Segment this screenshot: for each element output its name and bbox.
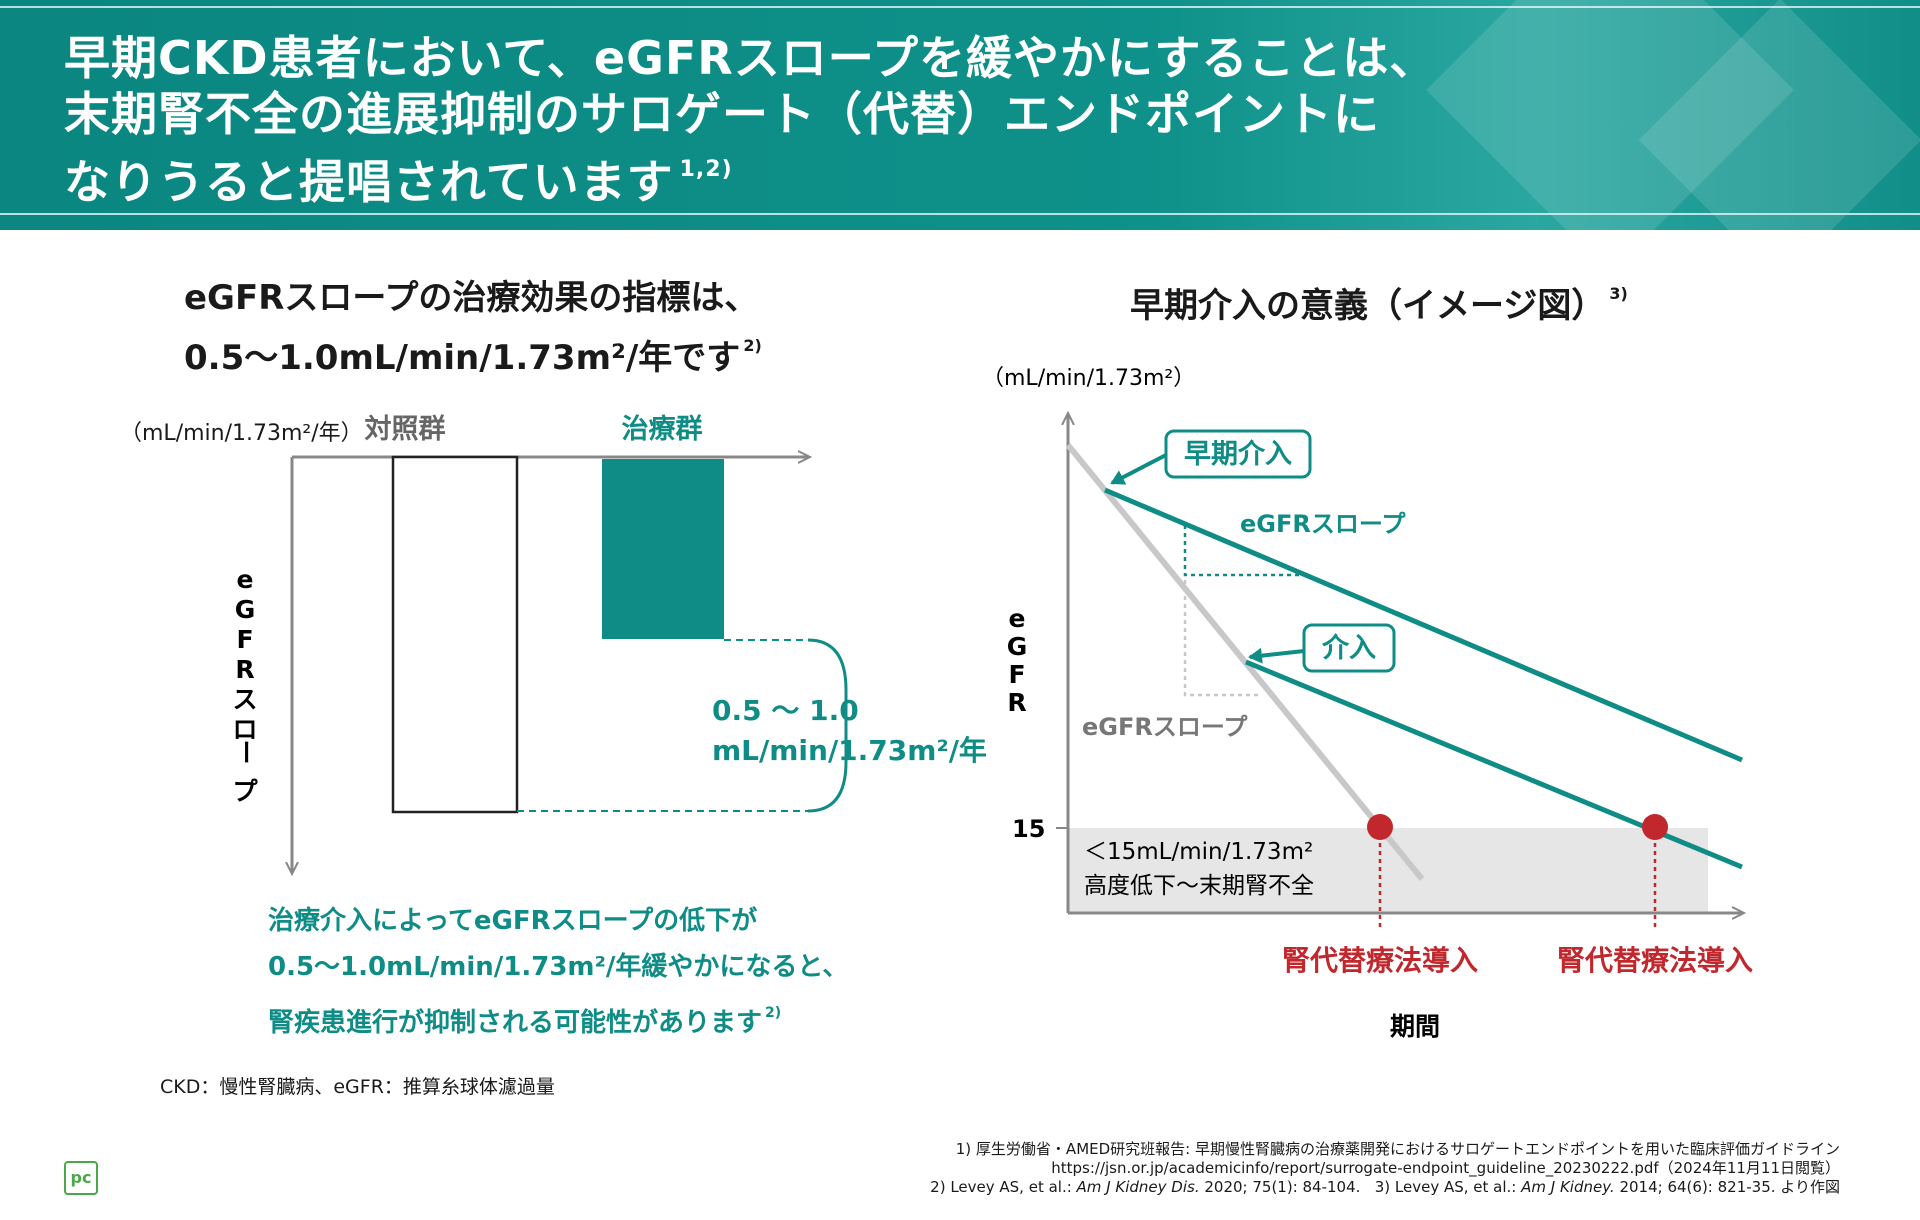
right-y-label-char: F xyxy=(1008,660,1025,689)
right-heading-text: 早期介入の意義（イメージ図） xyxy=(1130,286,1606,326)
control-slope-line xyxy=(1065,443,1425,881)
treatment-group-bar xyxy=(602,459,724,639)
right-panel-heading: 早期介入の意義（イメージ図） 3) xyxy=(1130,270,1628,330)
right-y-label-char: e xyxy=(1009,604,1026,633)
right-x-axis-label: 期間 xyxy=(1390,1012,1440,1041)
left-panel-note: 治療介入によってeGFRスロープの低下が 0.5〜1.0mL/min/1.73m… xyxy=(268,898,848,1046)
references: 1) 厚生労働省・AMED研究班報告: 早期慢性腎臓病の治療薬開発におけるサロゲ… xyxy=(930,1140,1840,1197)
difference-unit-label: mL/min/1.73m²/年 xyxy=(712,734,987,767)
early-intervention-arrow xyxy=(1110,453,1167,485)
title-reference: 1,2) xyxy=(679,157,733,182)
esrd-band xyxy=(1068,828,1708,913)
note-line-2: 0.5〜1.0mL/min/1.73m²/年緩やかになると、 xyxy=(268,952,849,982)
title-line-1: 早期CKD患者において、eGFRスロープを緩やかにすることは、 xyxy=(64,31,1437,85)
early-intervention-box xyxy=(1164,429,1312,479)
title-line-3: なりうると提唱されています 1,2) xyxy=(64,142,1436,210)
title-banner: 早期CKD患者において、eGFRスロープを緩やかにすることは、 末期腎不全の進展… xyxy=(0,0,1920,230)
early-slope-guide xyxy=(1183,525,1300,577)
right-y-label-char: R xyxy=(1007,688,1026,717)
page-title: 早期CKD患者において、eGFRスロープを緩やかにすることは、 末期腎不全の進展… xyxy=(64,30,1436,210)
abbreviations-note: CKD：慢性腎臓病、eGFR：推算糸球体濾過量 xyxy=(160,1076,555,1098)
early-slope-label: eGFRスロープ xyxy=(1240,510,1406,538)
intervention-label: 介入 xyxy=(1321,633,1376,664)
right-y-label-char: G xyxy=(1007,632,1028,661)
company-logo: pc xyxy=(64,1161,98,1195)
rrt-label-1: 腎代替療法導入 xyxy=(1282,944,1478,977)
left-y-label-char: R xyxy=(235,655,254,684)
reference-2-authors: 2) Levey AS, et al.: xyxy=(930,1178,1077,1196)
note-line-3: 腎疾患進行が抑制される可能性があります 2) xyxy=(268,990,848,1046)
rrt-label-2: 腎代替療法導入 xyxy=(1557,944,1753,977)
title-line-2: 末期腎不全の進展抑制のサロゲート（代替）エンドポイントに xyxy=(64,87,1380,141)
right-y-axis-label: e G F R xyxy=(1007,604,1028,717)
right-heading-reference: 3) xyxy=(1609,284,1628,303)
reference-3-authors: 3) Levey AS, et al.: xyxy=(1374,1178,1522,1196)
treatment-group-label: 治療群 xyxy=(622,414,703,445)
references-2-3: 2) Levey AS, et al.: Am J Kidney Dis. 20… xyxy=(930,1178,1840,1197)
early-intervention-label: 早期介入 xyxy=(1184,439,1292,470)
esrd-label-line-2: 高度低下〜末期腎不全 xyxy=(1084,873,1314,899)
esrd-label-line-1: ＜15mL/min/1.73m² xyxy=(1084,839,1313,865)
left-heading-line-2-text: 0.5〜1.0mL/min/1.73m²/年です xyxy=(184,338,741,378)
difference-value-label: 0.5 〜 1.0 xyxy=(712,694,859,727)
reference-1-line-2: https://jsn.or.jp/academicinfo/report/su… xyxy=(1051,1159,1840,1177)
difference-bracket xyxy=(807,638,848,813)
left-y-label-char: ー xyxy=(231,739,260,764)
reference-3-citation: 2014; 64(6): 821-35. より作図 xyxy=(1614,1178,1840,1196)
left-y-label-char: G xyxy=(235,595,256,624)
control-slope-guide xyxy=(1183,580,1260,697)
right-y-unit: （mL/min/1.73m²） xyxy=(982,366,1195,391)
left-y-label-char: e xyxy=(237,565,254,594)
control-slope-label: eGFRスロープ xyxy=(1082,713,1248,741)
left-y-label-char: ス xyxy=(232,685,257,714)
left-heading-reference: 2) xyxy=(743,336,762,355)
left-heading-line-1: eGFRスロープの治療効果の指標は、 xyxy=(184,278,759,318)
banner-bottom-rule xyxy=(0,213,1920,215)
reference-3-journal: Am J Kidney. xyxy=(1521,1178,1615,1196)
left-y-label-char: F xyxy=(236,625,253,654)
left-y-label-char: プ xyxy=(232,777,258,806)
reference-2-journal: Am J Kidney Dis. xyxy=(1076,1178,1200,1196)
reference-2-citation: 2020; 75(1): 84-104. xyxy=(1199,1178,1361,1196)
left-y-label-char: ロ xyxy=(232,715,257,744)
rrt-point-control xyxy=(1367,814,1393,840)
left-y-axis-label: e G F R ス ロ ー プ xyxy=(231,565,260,806)
reference-spacer xyxy=(1360,1178,1374,1196)
left-unit-label: （mL/min/1.73m²/年） xyxy=(120,421,363,446)
left-panel-heading: eGFRスロープの治療効果の指標は、 0.5〜1.0mL/min/1.73m²/… xyxy=(184,274,762,382)
title-line-3-text: なりうると提唱されています xyxy=(64,155,674,209)
early-intervention-slope-line xyxy=(1104,487,1743,763)
left-heading-line-2: 0.5〜1.0mL/min/1.73m²/年です 2) xyxy=(184,322,762,382)
control-group-label: 対照群 xyxy=(365,414,446,445)
slope-effect-diagram: （mL/min/1.73m²/年） 対照群 治療群 e G F R ス ロ ー … xyxy=(120,414,987,890)
tick-15-label: 15 xyxy=(1012,815,1045,843)
rrt-point-intervention xyxy=(1642,814,1668,840)
early-intervention-diagram: （mL/min/1.73m²） 15 e G F R 早期介入 介入 eGFRス… xyxy=(982,366,1753,1041)
note-line-1: 治療介入によってeGFRスロープの低下が xyxy=(268,906,758,936)
control-group-bar xyxy=(391,455,519,814)
note-line-3-text: 腎疾患進行が抑制される可能性があります xyxy=(268,1008,763,1038)
intervention-box xyxy=(1302,623,1396,673)
reference-1-line-1: 1) 厚生労働省・AMED研究班報告: 早期慢性腎臓病の治療薬開発におけるサロゲ… xyxy=(955,1140,1840,1158)
note-reference: 2) xyxy=(765,1005,782,1021)
intervention-arrow xyxy=(1248,647,1305,664)
banner-top-rule xyxy=(0,6,1920,8)
